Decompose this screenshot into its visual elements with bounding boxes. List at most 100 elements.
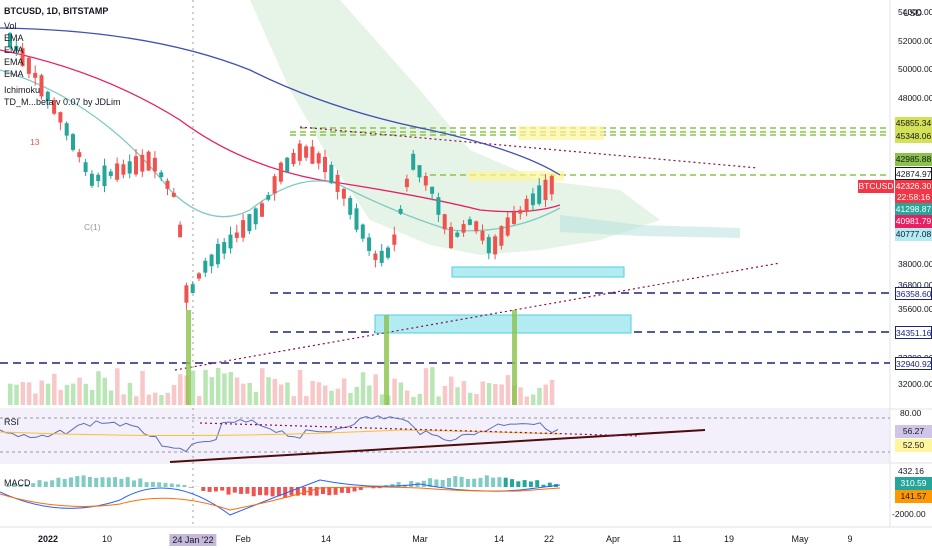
macd-histogram-bar <box>113 477 118 487</box>
symbol-title[interactable]: BTCUSD, 1D, BITSTAMP <box>4 6 108 17</box>
macd-histogram-bar <box>43 481 48 487</box>
candle-body <box>297 143 302 161</box>
macd-histogram-bar <box>75 476 80 487</box>
indicator-ema-4[interactable]: EMA <box>4 69 24 79</box>
macd-histogram-bar <box>12 483 17 487</box>
indicator-ema-1[interactable]: EMA <box>4 33 24 43</box>
td-c1-label: C(1) <box>84 222 101 232</box>
candle-body <box>524 198 529 212</box>
volume-bar <box>64 384 70 405</box>
candle-body <box>291 152 296 165</box>
btcusd-tag: BTCUSD <box>858 180 894 193</box>
candle-body <box>247 214 252 232</box>
macd-histogram-bar <box>239 487 244 494</box>
macd-histogram-bar <box>447 477 451 487</box>
rsi-title[interactable]: RSI <box>4 417 20 427</box>
macd-histogram-bar <box>100 477 105 487</box>
indicator-td[interactable]: TD_M...beta v 0.07 by JDLim <box>4 97 121 107</box>
candle-body <box>26 57 31 74</box>
macd-axis-top: 432.16 <box>898 466 924 476</box>
volume-bar <box>335 388 341 405</box>
date-label: Apr <box>605 534 621 544</box>
price-tag: 22:58:16 <box>895 191 932 204</box>
macd-histogram-bar <box>283 487 288 498</box>
indicator-ema-2[interactable]: EMA <box>4 45 24 55</box>
indicator-vol[interactable]: Vol <box>4 21 17 31</box>
candle-body <box>209 254 214 267</box>
volume-bar <box>297 369 303 405</box>
price-axis-label: 38000.00 <box>898 259 932 269</box>
volume-bar <box>171 384 177 405</box>
volume-bar <box>360 372 366 405</box>
price-tag: 45348.06 <box>895 130 932 143</box>
macd-histogram-bar <box>371 487 376 489</box>
candle-body <box>278 162 283 182</box>
candle-body <box>335 174 340 192</box>
volume-bar <box>549 379 555 405</box>
macd-histogram-bar <box>62 478 67 487</box>
candle-body <box>442 214 447 230</box>
volume-bar <box>96 371 101 405</box>
macd-histogram-bar <box>50 480 55 487</box>
candle-body <box>354 208 359 230</box>
volume-bar <box>77 377 82 405</box>
macd-histogram-bar <box>81 475 86 487</box>
candle-body <box>423 175 428 186</box>
volume-bar <box>45 383 51 405</box>
macd-histogram-bar <box>201 487 206 491</box>
price-tag: 34351.16 <box>895 326 932 339</box>
candle-body <box>96 174 101 182</box>
price-tag: 42985.88 <box>895 153 932 166</box>
macd-histogram-bar <box>472 478 477 487</box>
macd-title[interactable]: MACD <box>4 478 31 488</box>
volume-bar <box>543 384 548 405</box>
macd-histogram-bar <box>270 487 275 497</box>
candle-body <box>411 153 416 170</box>
macd-histogram-bar <box>497 477 502 487</box>
trendline-resistance <box>299 126 759 169</box>
macd-histogram-bar <box>125 477 130 487</box>
candle-body <box>184 285 189 303</box>
macd-histogram-bar <box>87 476 92 487</box>
macd-histogram-bar <box>138 478 143 487</box>
price-tag: 32940.92 <box>895 357 932 370</box>
candle-body <box>499 226 504 246</box>
macd-histogram-bar <box>226 487 231 495</box>
macd-histogram-bar <box>150 481 155 487</box>
candle-body <box>178 224 183 238</box>
candle-body <box>392 234 397 245</box>
volume-bar <box>253 391 259 405</box>
volume-bar <box>8 383 13 405</box>
volume-bar <box>228 372 233 405</box>
volume-bar <box>209 377 215 405</box>
ema-line-blue <box>0 27 561 176</box>
macd-histogram-bar <box>434 479 439 487</box>
volume-bar <box>455 387 460 405</box>
volume-bar <box>234 377 240 405</box>
candle-body <box>146 151 151 171</box>
volume-bar <box>222 373 227 405</box>
macd-value-2: 141.57 <box>895 490 932 503</box>
indicator-ichimoku[interactable]: Ichimoku <box>4 85 41 95</box>
volume-bar <box>493 384 498 405</box>
volume-bar <box>146 394 152 405</box>
macd-histogram-bar <box>144 482 149 487</box>
candle-body <box>234 232 239 238</box>
volume-bar <box>14 384 19 405</box>
indicator-ema-3[interactable]: EMA <box>4 57 24 67</box>
macd-axis-bottom: -2000.00 <box>892 509 926 519</box>
macd-histogram-bar <box>24 484 29 487</box>
macd-histogram-bar <box>56 477 61 487</box>
price-tag: 42326.30 <box>895 180 932 193</box>
macd-histogram-bar <box>119 478 124 487</box>
volume-bar <box>127 382 133 405</box>
candle-body <box>398 208 403 214</box>
candle-body <box>8 32 12 48</box>
ichimoku-cloud-future <box>560 215 740 238</box>
macd-histogram-bar <box>213 487 218 492</box>
volume-bar <box>480 381 485 405</box>
candle-body <box>197 273 201 279</box>
macd-histogram-bar <box>31 483 36 487</box>
volume-bar <box>404 390 410 405</box>
